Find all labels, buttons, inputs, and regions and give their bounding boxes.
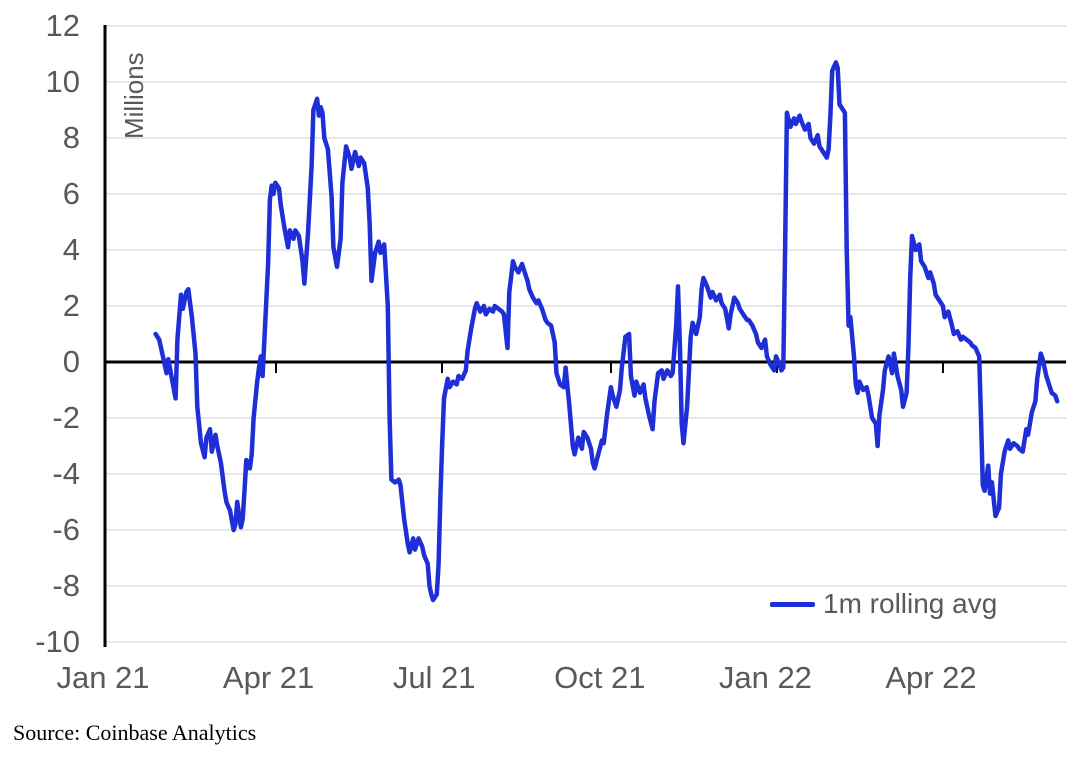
y-tick-label: -4 [52, 456, 80, 491]
x-tick-label: Oct 21 [554, 660, 646, 695]
y-tick-label: 4 [62, 232, 80, 267]
y-tick-label: -6 [52, 512, 80, 547]
series-line-1m-rolling-avg [153, 60, 1060, 603]
x-tick-label: Jan 21 [56, 660, 150, 695]
y-tick-label: 8 [62, 120, 80, 155]
y-tick-label: 6 [62, 176, 80, 211]
x-tick-label: Apr 22 [885, 660, 977, 695]
y-tick-label: -8 [52, 568, 80, 603]
x-tick-label: Apr 21 [222, 660, 315, 695]
x-tick-label: Jan 22 [718, 660, 812, 695]
y-tick-label: 0 [62, 344, 80, 379]
y-tick-label: 10 [45, 64, 80, 99]
legend-line-swatch [770, 601, 815, 607]
x-tick-label: Jul 21 [392, 660, 476, 695]
y-tick-label: -2 [52, 400, 80, 435]
y-tick-label: 12 [45, 8, 80, 43]
legend-label: 1m rolling avg [823, 588, 998, 619]
y-tick-label: 2 [62, 288, 80, 323]
y-tick-label: -10 [35, 624, 80, 659]
source-note: Source: Coinbase Analytics [13, 720, 257, 745]
y-axis-title: Millions [119, 52, 149, 139]
legend: 1m rolling avg [770, 589, 997, 619]
